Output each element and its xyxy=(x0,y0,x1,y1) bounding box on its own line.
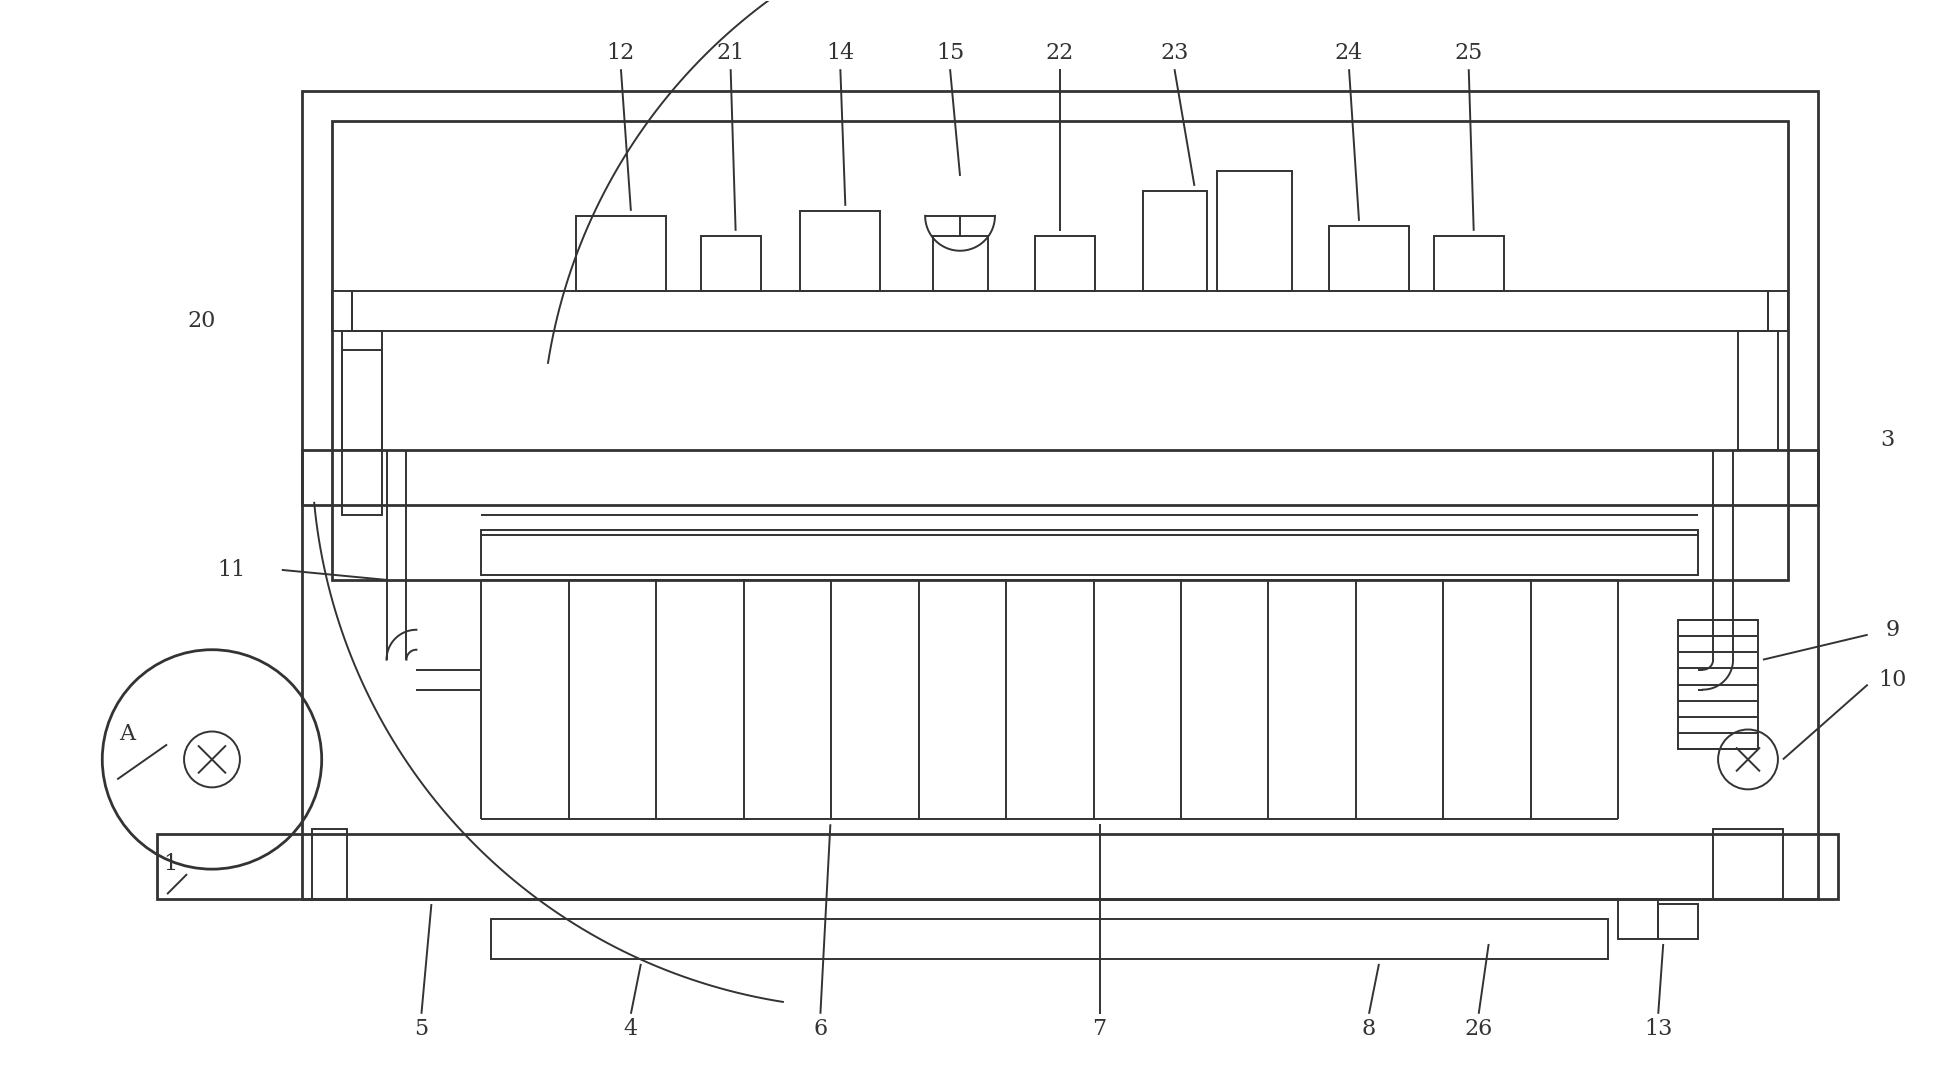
Bar xyxy=(576,215,666,291)
Text: 21: 21 xyxy=(717,42,744,65)
Bar xyxy=(303,450,1818,505)
Bar xyxy=(312,829,346,899)
Text: 3: 3 xyxy=(1881,430,1894,451)
Bar xyxy=(1658,904,1699,939)
Text: A: A xyxy=(119,724,135,745)
Bar xyxy=(1217,171,1293,291)
Bar xyxy=(1330,226,1408,291)
Text: 7: 7 xyxy=(1092,1018,1107,1039)
Text: 22: 22 xyxy=(1045,42,1074,65)
Bar xyxy=(1678,619,1758,750)
Bar xyxy=(342,350,381,515)
Bar xyxy=(1738,331,1777,450)
Text: 25: 25 xyxy=(1455,42,1482,65)
Bar xyxy=(934,236,988,291)
Bar xyxy=(1619,899,1658,939)
Text: 15: 15 xyxy=(935,42,965,65)
Text: 11: 11 xyxy=(219,559,246,581)
Text: 26: 26 xyxy=(1465,1018,1492,1039)
Text: 1: 1 xyxy=(162,853,178,876)
Bar xyxy=(303,92,1818,899)
Text: 10: 10 xyxy=(1879,669,1906,690)
Text: 20: 20 xyxy=(187,309,217,332)
Bar xyxy=(352,291,1767,331)
Bar xyxy=(156,835,1838,899)
Text: 14: 14 xyxy=(826,42,855,65)
Bar xyxy=(1767,291,1787,331)
Text: 9: 9 xyxy=(1885,619,1900,641)
Bar xyxy=(1035,236,1096,291)
Text: 5: 5 xyxy=(414,1018,428,1039)
Text: 13: 13 xyxy=(1644,1018,1672,1039)
Text: 24: 24 xyxy=(1336,42,1363,65)
Text: 8: 8 xyxy=(1361,1018,1377,1039)
Bar xyxy=(342,331,381,450)
Bar xyxy=(332,291,352,331)
Bar xyxy=(1434,236,1504,291)
Text: 12: 12 xyxy=(607,42,635,65)
Bar xyxy=(1143,191,1207,291)
Text: 6: 6 xyxy=(812,1018,828,1039)
Bar xyxy=(332,121,1787,579)
Bar xyxy=(492,919,1609,959)
Bar xyxy=(480,530,1699,575)
Bar xyxy=(1713,829,1783,899)
Text: 23: 23 xyxy=(1160,42,1189,65)
Bar xyxy=(701,236,760,291)
Text: 4: 4 xyxy=(623,1018,639,1039)
Bar xyxy=(801,211,881,291)
